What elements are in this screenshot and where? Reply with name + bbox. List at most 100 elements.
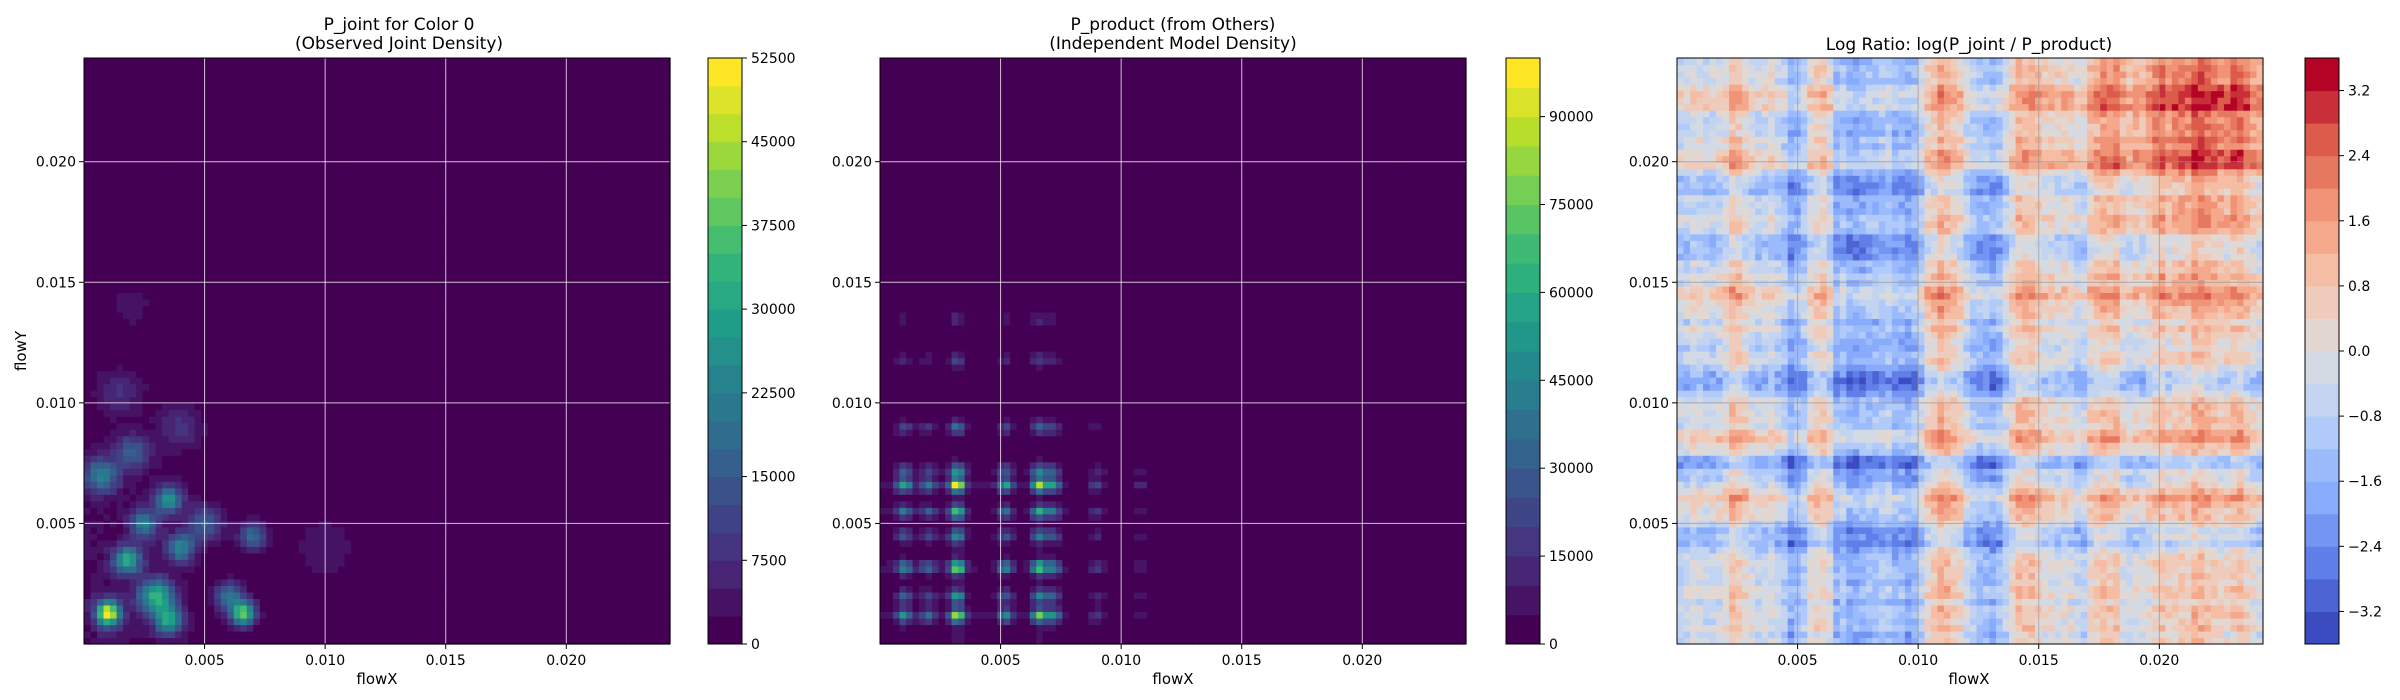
heat-cell bbox=[123, 526, 131, 534]
heat-cell bbox=[103, 611, 111, 619]
heat-cell bbox=[617, 344, 626, 352]
heat-cell bbox=[416, 552, 424, 560]
heat-cell bbox=[129, 377, 137, 385]
heat-cell bbox=[298, 429, 306, 437]
heat-cell bbox=[103, 370, 111, 378]
heat-cell bbox=[285, 546, 293, 554]
heat-cell bbox=[90, 396, 98, 404]
heat-cell bbox=[494, 591, 502, 600]
heat-cell bbox=[396, 533, 404, 541]
heat-cell bbox=[643, 285, 652, 293]
heat-cell bbox=[168, 630, 176, 639]
heat-cell bbox=[637, 285, 645, 293]
heat-cell bbox=[240, 611, 248, 619]
heat-cell bbox=[155, 318, 163, 326]
heat-cell bbox=[533, 539, 541, 547]
heat-cell bbox=[617, 435, 626, 443]
heat-cell bbox=[422, 552, 430, 560]
heat-cell bbox=[494, 377, 502, 385]
heat-cell bbox=[552, 331, 560, 339]
heat-cell bbox=[246, 461, 254, 469]
heat-cell bbox=[168, 624, 176, 632]
heat-cell bbox=[123, 565, 131, 573]
heat-cell bbox=[474, 526, 482, 534]
heat-cell bbox=[604, 416, 612, 424]
heat-cell bbox=[656, 546, 665, 554]
heat-cell bbox=[214, 546, 222, 554]
heat-cell bbox=[643, 500, 652, 508]
heat-cell bbox=[110, 487, 118, 495]
heat-cell bbox=[520, 442, 528, 450]
heat-cell bbox=[129, 305, 137, 313]
heat-cell bbox=[552, 533, 560, 541]
heat-cell bbox=[409, 604, 417, 613]
heat-cell bbox=[214, 617, 222, 626]
heat-cell bbox=[350, 487, 359, 495]
heat-cell bbox=[637, 292, 645, 300]
heat-cell bbox=[507, 604, 515, 613]
heat-cell bbox=[656, 377, 665, 385]
heat-cell bbox=[591, 598, 599, 606]
heat-cell bbox=[617, 337, 626, 346]
heat-cell bbox=[227, 351, 235, 359]
heat-cell bbox=[624, 324, 632, 333]
heat-cell bbox=[494, 442, 502, 450]
heat-cell bbox=[370, 396, 378, 404]
heat-cell bbox=[253, 324, 261, 333]
heat-cell bbox=[207, 292, 215, 300]
heat-cell bbox=[526, 305, 534, 313]
heat-cell bbox=[409, 422, 417, 430]
heat-cell bbox=[97, 305, 105, 313]
heat-cell bbox=[468, 442, 476, 450]
heat-cell bbox=[90, 409, 98, 417]
heat-cell bbox=[344, 591, 352, 600]
heat-cell bbox=[403, 409, 411, 417]
heat-cell bbox=[324, 572, 333, 580]
heat-cell bbox=[630, 298, 639, 307]
heat-cell bbox=[630, 370, 639, 378]
heat-cell bbox=[422, 507, 430, 515]
heat-cell bbox=[116, 533, 124, 541]
heat-cell bbox=[266, 377, 274, 385]
heat-cell bbox=[207, 311, 215, 320]
heat-cell bbox=[598, 416, 606, 424]
heat-cell bbox=[520, 539, 528, 547]
heat-cell bbox=[285, 435, 293, 443]
heat-cell bbox=[559, 442, 567, 450]
heat-cell bbox=[123, 403, 131, 411]
heat-cell bbox=[513, 298, 521, 307]
heat-cell bbox=[552, 487, 560, 495]
heat-cell bbox=[331, 487, 339, 495]
heat-cell bbox=[377, 351, 385, 359]
heat-cell bbox=[500, 494, 508, 502]
heat-cell bbox=[123, 383, 131, 391]
heat-cell bbox=[598, 487, 606, 495]
heat-cell bbox=[390, 513, 398, 521]
heat-cell bbox=[520, 422, 528, 430]
heat-cell bbox=[507, 591, 515, 600]
heat-cell bbox=[207, 494, 215, 502]
heat-cell bbox=[240, 578, 248, 586]
heat-cell bbox=[285, 448, 293, 456]
heat-cell bbox=[500, 409, 508, 417]
heat-cell bbox=[416, 604, 424, 613]
heat-cell bbox=[390, 591, 398, 600]
heat-cell bbox=[526, 337, 534, 346]
heat-cell bbox=[656, 591, 665, 600]
heat-cell bbox=[337, 324, 346, 333]
heat-cell bbox=[305, 357, 313, 365]
heat-cell bbox=[175, 494, 183, 502]
heat-cell bbox=[240, 565, 248, 573]
heat-cell bbox=[194, 416, 202, 424]
heat-cell bbox=[552, 617, 560, 626]
heat-cell bbox=[416, 383, 424, 391]
heat-cell bbox=[253, 611, 261, 619]
heat-cell bbox=[90, 552, 98, 560]
heat-cell bbox=[604, 409, 612, 417]
heat-cell bbox=[116, 383, 124, 391]
heat-cell bbox=[461, 337, 469, 346]
heat-cell bbox=[90, 468, 98, 476]
heat-cell bbox=[155, 591, 163, 600]
heat-cell bbox=[403, 468, 411, 476]
heat-cell bbox=[370, 604, 378, 613]
